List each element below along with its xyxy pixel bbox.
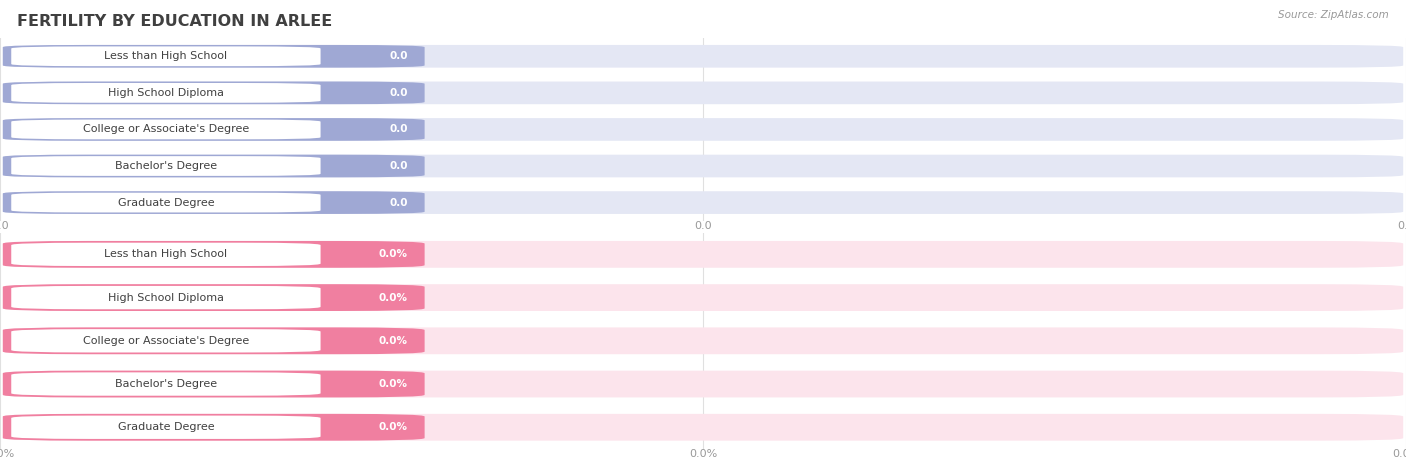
FancyBboxPatch shape xyxy=(3,327,1403,354)
Text: FERTILITY BY EDUCATION IN ARLEE: FERTILITY BY EDUCATION IN ARLEE xyxy=(17,14,332,29)
FancyBboxPatch shape xyxy=(3,284,425,311)
Text: Bachelor's Degree: Bachelor's Degree xyxy=(115,379,217,389)
FancyBboxPatch shape xyxy=(11,372,321,396)
Text: College or Associate's Degree: College or Associate's Degree xyxy=(83,124,249,134)
Text: Graduate Degree: Graduate Degree xyxy=(118,422,214,432)
Text: 0.0%: 0.0% xyxy=(378,336,408,346)
Text: High School Diploma: High School Diploma xyxy=(108,293,224,303)
FancyBboxPatch shape xyxy=(3,241,1403,268)
Text: 0.0: 0.0 xyxy=(389,161,408,171)
FancyBboxPatch shape xyxy=(3,118,425,141)
FancyBboxPatch shape xyxy=(3,284,1403,311)
FancyBboxPatch shape xyxy=(11,47,321,66)
FancyBboxPatch shape xyxy=(3,241,425,268)
Text: College or Associate's Degree: College or Associate's Degree xyxy=(83,336,249,346)
FancyBboxPatch shape xyxy=(11,243,321,266)
FancyBboxPatch shape xyxy=(3,45,1403,67)
Text: 0.0: 0.0 xyxy=(389,124,408,134)
FancyBboxPatch shape xyxy=(3,191,425,214)
FancyBboxPatch shape xyxy=(3,82,1403,104)
Text: 0.0%: 0.0% xyxy=(1392,449,1406,459)
Text: Less than High School: Less than High School xyxy=(104,51,228,61)
FancyBboxPatch shape xyxy=(3,155,425,177)
FancyBboxPatch shape xyxy=(3,191,1403,214)
Text: 0.0%: 0.0% xyxy=(689,449,717,459)
Text: Graduate Degree: Graduate Degree xyxy=(118,198,214,208)
FancyBboxPatch shape xyxy=(3,414,1403,441)
FancyBboxPatch shape xyxy=(11,329,321,352)
Text: 0.0%: 0.0% xyxy=(378,422,408,432)
FancyBboxPatch shape xyxy=(3,118,1403,141)
FancyBboxPatch shape xyxy=(11,120,321,139)
Text: Bachelor's Degree: Bachelor's Degree xyxy=(115,161,217,171)
FancyBboxPatch shape xyxy=(11,286,321,309)
FancyBboxPatch shape xyxy=(3,370,425,398)
Text: High School Diploma: High School Diploma xyxy=(108,88,224,98)
FancyBboxPatch shape xyxy=(11,416,321,439)
FancyBboxPatch shape xyxy=(3,370,1403,398)
Text: 0.0: 0.0 xyxy=(389,198,408,208)
Text: 0.0: 0.0 xyxy=(0,221,8,231)
Text: 0.0: 0.0 xyxy=(1398,221,1406,231)
FancyBboxPatch shape xyxy=(11,156,321,176)
Text: 0.0%: 0.0% xyxy=(378,293,408,303)
FancyBboxPatch shape xyxy=(3,155,1403,177)
FancyBboxPatch shape xyxy=(3,327,425,354)
Text: 0.0%: 0.0% xyxy=(0,449,14,459)
Text: 0.0%: 0.0% xyxy=(378,249,408,259)
FancyBboxPatch shape xyxy=(3,45,425,67)
Text: 0.0: 0.0 xyxy=(389,51,408,61)
Text: 0.0%: 0.0% xyxy=(378,379,408,389)
Text: Less than High School: Less than High School xyxy=(104,249,228,259)
FancyBboxPatch shape xyxy=(3,82,425,104)
Text: 0.0: 0.0 xyxy=(389,88,408,98)
Text: Source: ZipAtlas.com: Source: ZipAtlas.com xyxy=(1278,10,1389,19)
Text: 0.0: 0.0 xyxy=(695,221,711,231)
FancyBboxPatch shape xyxy=(3,414,425,441)
FancyBboxPatch shape xyxy=(11,83,321,103)
FancyBboxPatch shape xyxy=(11,193,321,212)
